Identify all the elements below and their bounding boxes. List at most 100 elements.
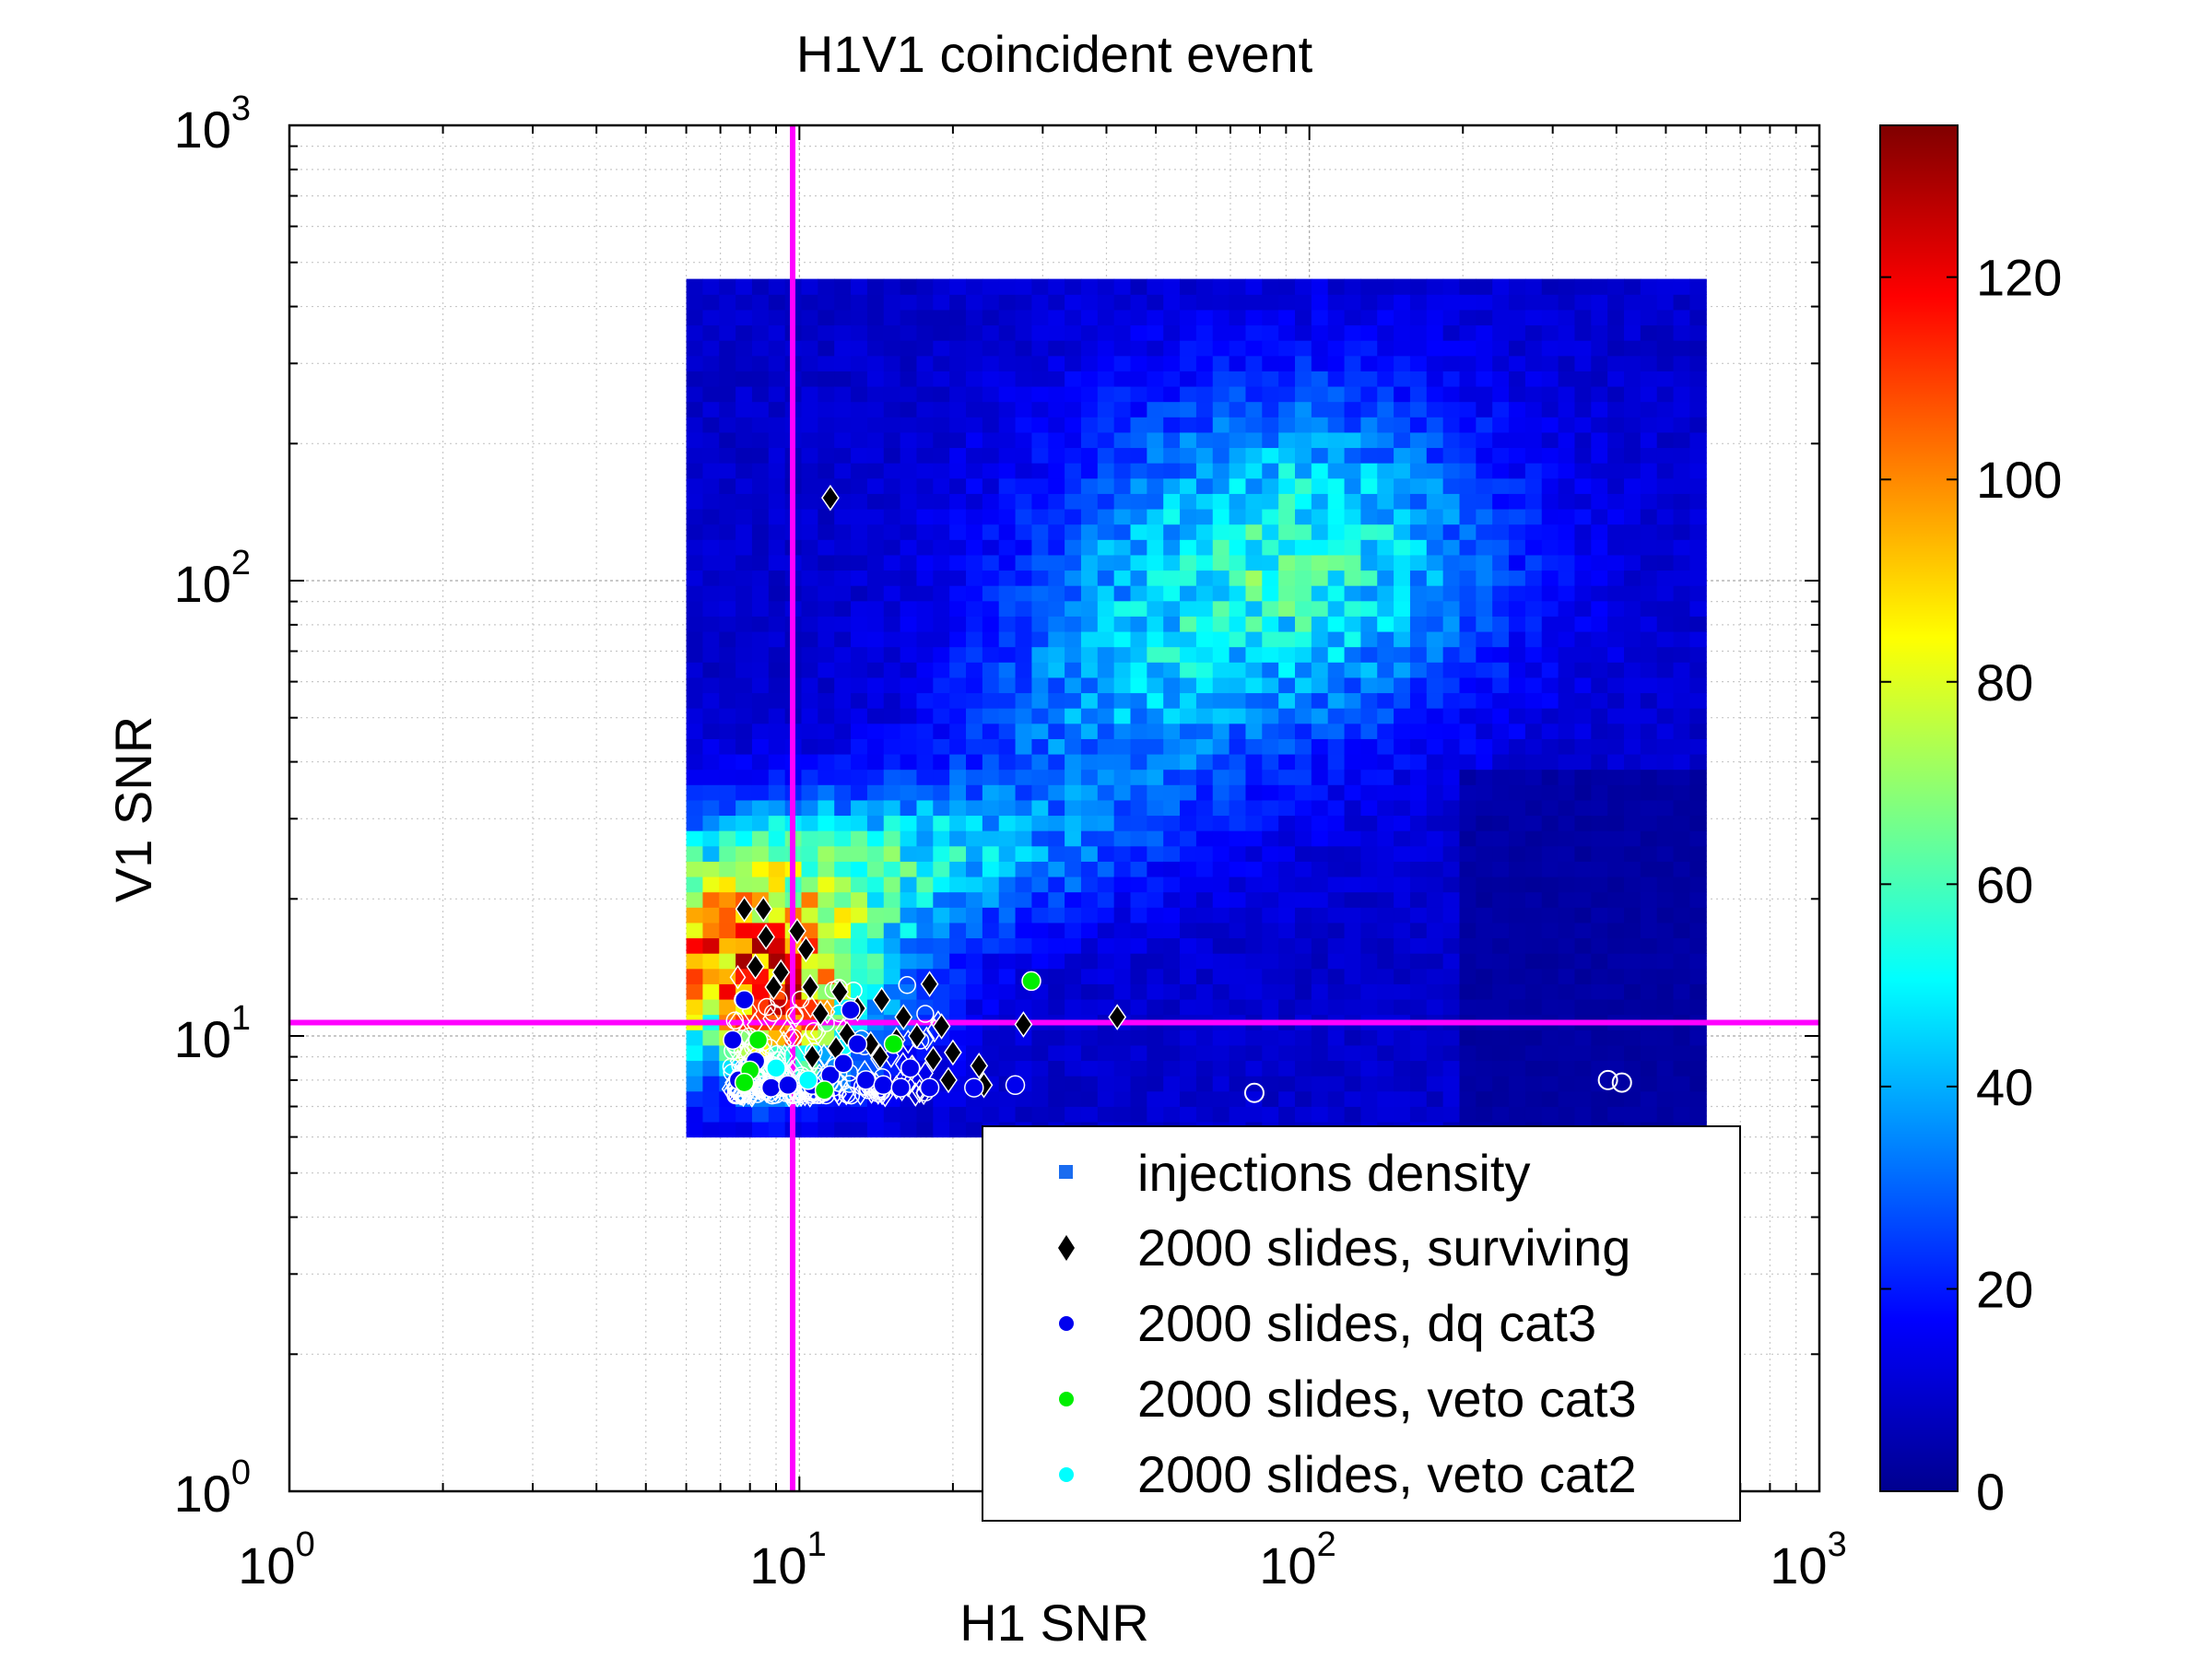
heatmap-cell: [1212, 294, 1230, 311]
heatmap-cell: [1394, 922, 1411, 939]
heatmap-cell: [1163, 431, 1181, 449]
heatmap-cell: [1180, 630, 1197, 648]
heatmap-cell: [1295, 738, 1312, 755]
heatmap-cell: [1377, 1076, 1394, 1092]
heatmap-cell: [1147, 692, 1164, 709]
heatmap-cell: [1673, 983, 1690, 1000]
heatmap-cell: [751, 830, 770, 847]
heatmap-cell: [1113, 278, 1132, 295]
heatmap-cell: [818, 385, 835, 403]
heatmap-cell: [998, 891, 1017, 908]
heatmap-cell: [1344, 570, 1362, 586]
heatmap-cell: [1163, 769, 1181, 785]
heatmap-cell: [982, 463, 1000, 479]
heatmap-cell: [1524, 830, 1543, 847]
heatmap-cell: [1130, 570, 1147, 586]
heatmap-cell: [1624, 401, 1641, 418]
heatmap-cell: [1492, 340, 1510, 357]
heatmap-cell: [1624, 463, 1641, 479]
heatmap-cell: [702, 554, 720, 571]
heatmap-cell: [1591, 769, 1608, 785]
heatmap-cell: [1245, 585, 1263, 602]
heatmap-cell: [818, 600, 835, 617]
heatmap-cell: [1278, 723, 1296, 739]
heatmap-cell: [949, 554, 967, 571]
heatmap-cell: [1097, 294, 1115, 311]
heatmap-cell: [900, 891, 918, 908]
heatmap-cell: [851, 907, 868, 924]
heatmap-cell: [702, 493, 720, 510]
heatmap-cell: [1509, 385, 1526, 403]
heatmap-cell: [1459, 1106, 1477, 1123]
heatmap-cell: [1015, 845, 1033, 862]
heatmap-cell: [1524, 662, 1543, 678]
heatmap-cell: [883, 355, 901, 371]
heatmap-cell: [1591, 815, 1608, 831]
heatmap-cell: [686, 385, 704, 403]
heatmap-cell: [801, 677, 818, 694]
heatmap-cell: [851, 570, 868, 586]
heatmap-cell: [1195, 769, 1214, 785]
heatmap-cell: [1656, 355, 1675, 371]
heatmap-cell: [1163, 1076, 1181, 1092]
heatmap-cell: [1591, 401, 1608, 418]
heatmap-cell: [1327, 493, 1346, 510]
heatmap-cell: [1591, 1044, 1608, 1062]
heatmap-cell: [1344, 708, 1362, 724]
heatmap-cell: [1180, 508, 1197, 525]
heatmap-cell: [1295, 830, 1312, 847]
heatmap-cell: [900, 845, 918, 862]
heatmap-cell: [1492, 692, 1510, 709]
heatmap-cell: [1377, 1090, 1394, 1107]
heatmap-cell: [900, 539, 918, 556]
heatmap-cell: [982, 968, 1000, 984]
heatmap-cell: [1048, 998, 1065, 1016]
heatmap-cell: [1344, 1060, 1362, 1077]
heatmap-cell: [801, 907, 818, 924]
heatmap-cell: [1048, 431, 1065, 449]
heatmap-cell: [966, 662, 983, 678]
heatmap-cell: [1442, 1106, 1461, 1123]
heatmap-cell: [1015, 600, 1033, 617]
heatmap-cell: [1113, 371, 1132, 387]
heatmap-cell: [1163, 539, 1181, 556]
heatmap-cell: [719, 815, 736, 831]
heatmap-cell: [1130, 646, 1147, 663]
heatmap-cell: [949, 769, 967, 785]
heatmap-cell: [1360, 309, 1378, 326]
heatmap-cell: [834, 539, 852, 556]
heatmap-cell: [702, 769, 720, 785]
heatmap-cell: [1591, 600, 1608, 617]
heatmap-cell: [1558, 417, 1576, 433]
heatmap-cell: [949, 385, 967, 403]
heatmap-cell: [1245, 524, 1263, 540]
heatmap-cell: [1640, 1044, 1658, 1062]
heatmap-cell: [1180, 677, 1197, 694]
heatmap-cell: [1574, 677, 1592, 694]
heatmap-cell: [1262, 907, 1279, 924]
heatmap-cell: [1459, 340, 1477, 357]
heatmap-cell: [1689, 570, 1707, 586]
heatmap-cell: [686, 600, 704, 617]
heatmap-cell: [1524, 1044, 1543, 1062]
heatmap-cell: [1163, 907, 1181, 924]
heatmap-cell: [1048, 646, 1065, 663]
heatmap-cell: [1311, 340, 1329, 357]
heatmap-cell: [1624, 1106, 1641, 1123]
heatmap-cell: [1607, 753, 1625, 771]
heatmap-cell: [1624, 953, 1641, 970]
heatmap-cell: [998, 294, 1017, 311]
heatmap-cell: [1492, 723, 1510, 739]
heatmap-cell: [1640, 968, 1658, 984]
heatmap-cell: [686, 708, 704, 724]
heatmap-cell: [1541, 907, 1559, 924]
marker-2000-slides-surviving: [1108, 1004, 1127, 1030]
heatmap-cell: [1262, 309, 1279, 326]
heatmap-cell: [1065, 417, 1082, 433]
heatmap-cell: [1195, 431, 1214, 449]
heatmap-cell: [1130, 630, 1147, 648]
heatmap-cell: [1541, 309, 1559, 326]
heatmap-cell: [966, 830, 983, 847]
heatmap-cell: [1344, 401, 1362, 418]
heatmap-cell: [1344, 616, 1362, 632]
